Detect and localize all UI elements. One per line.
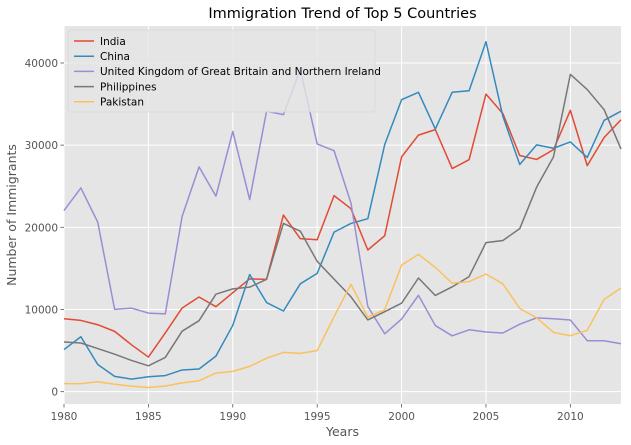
series-group <box>63 40 622 389</box>
legend-label-1: India <box>100 36 126 48</box>
x-tick-labels: 1980 1985 1990 1995 2000 2005 2010 <box>51 404 584 423</box>
x-tick-label: 2000 <box>388 411 415 423</box>
chart-title: Immigration Trend of Top 5 Countries <box>208 6 476 22</box>
y-tick-label: 40000 <box>25 58 58 70</box>
series-line-3 <box>63 68 622 345</box>
y-axis-label: Number of Immigrants <box>4 144 19 286</box>
legend-label-4: Philippines <box>100 81 157 93</box>
x-tick-label: 1985 <box>135 411 162 423</box>
legend-label-3: United Kingdom of Great Britain and Nort… <box>100 66 381 78</box>
series-line-1 <box>63 93 622 358</box>
y-tick-label: 10000 <box>25 305 58 317</box>
x-tick-label: 2005 <box>473 411 500 423</box>
series-line-4 <box>63 73 622 367</box>
x-axis-label: Years <box>325 424 359 439</box>
series-line-5 <box>63 253 622 389</box>
legend-box <box>67 29 376 113</box>
y-tick-labels: 0 10000 20000 30000 40000 <box>25 58 64 399</box>
x-tick-label: 2010 <box>557 411 584 423</box>
legend: India China United Kingdom of Great Britai… <box>67 29 381 113</box>
legend-label-5: Pakistan <box>100 97 144 109</box>
y-tick-label: 20000 <box>25 222 58 234</box>
x-tick-label: 1990 <box>219 411 246 423</box>
y-tick-label: 30000 <box>25 140 58 152</box>
x-tick-label: 1980 <box>51 411 78 423</box>
y-tick-label: 0 <box>51 387 58 399</box>
x-tick-label: 1995 <box>304 411 331 423</box>
legend-label-2: China <box>100 51 130 63</box>
series-line-2 <box>63 40 622 380</box>
